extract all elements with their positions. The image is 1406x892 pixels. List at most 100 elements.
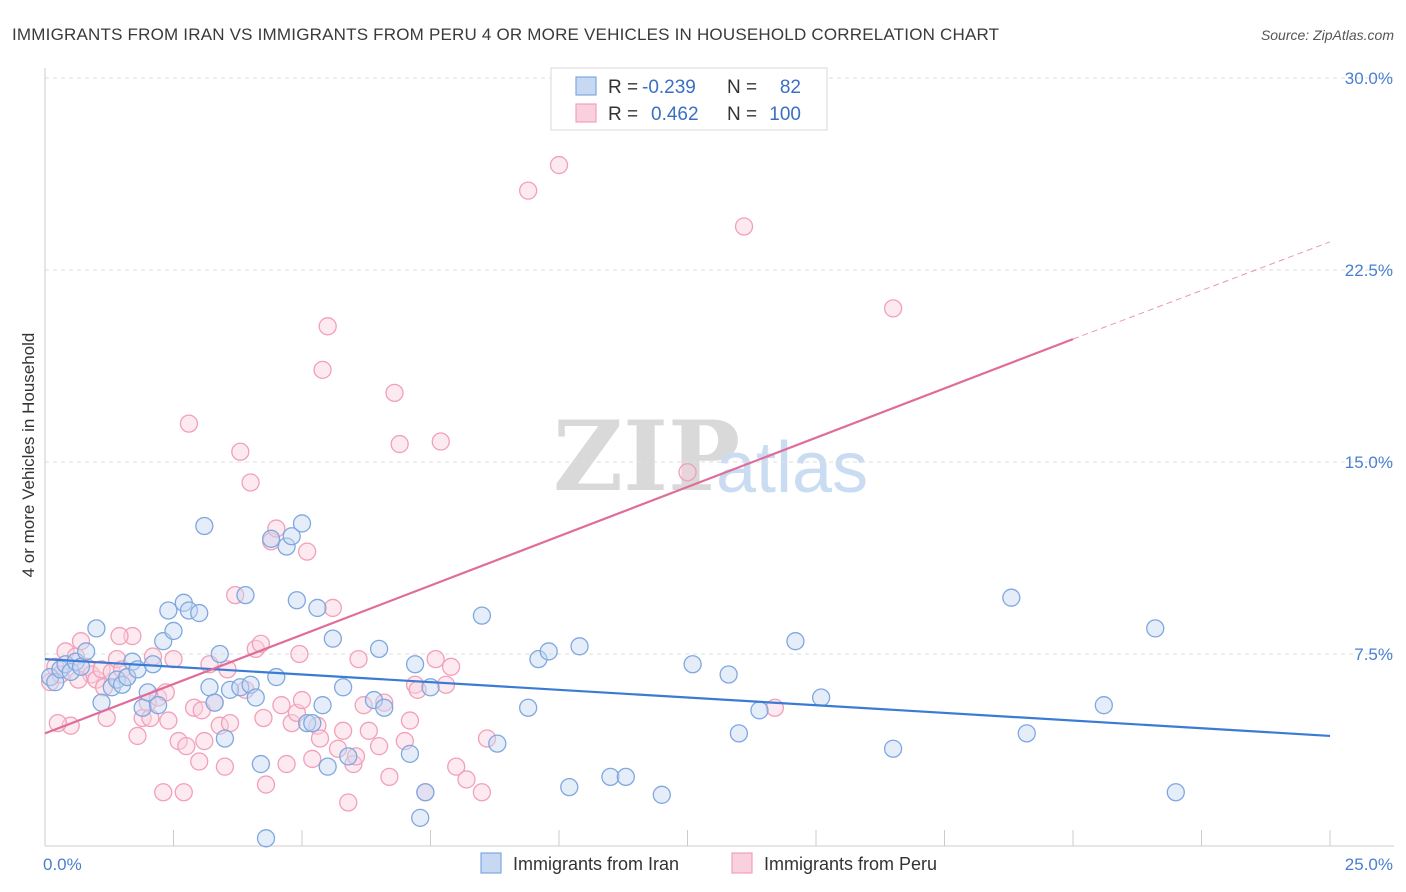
chart-source: Source: ZipAtlas.com xyxy=(1261,27,1394,43)
peru-point-36 xyxy=(226,585,245,605)
iran-point-27 xyxy=(200,678,219,697)
iran-point-78 xyxy=(1017,724,1036,743)
peru-point-98 xyxy=(346,747,366,766)
y-tick-label-2: 22.5% xyxy=(1345,261,1393,280)
peru-point-81 xyxy=(549,155,569,175)
peru-point-95 xyxy=(254,708,273,728)
iran-point-74 xyxy=(786,632,805,651)
peru-point-73 xyxy=(431,432,450,451)
iran-point-80 xyxy=(1146,619,1165,638)
peru-point-91 xyxy=(110,626,129,646)
iran-point-73 xyxy=(750,701,769,720)
peru-point-26 xyxy=(174,783,193,802)
iran-point-28 xyxy=(205,693,224,712)
legend-box xyxy=(550,67,828,131)
iran-point-21 xyxy=(159,601,178,620)
iran-point-51 xyxy=(339,747,358,766)
iran-point-55 xyxy=(400,744,420,763)
legend-iran-swatch xyxy=(575,76,597,96)
iran-point-69 xyxy=(652,785,671,804)
iran-point-49 xyxy=(323,629,342,648)
iran-trend-line xyxy=(44,658,1331,738)
legend-peru-n-label: N = xyxy=(727,104,757,125)
peru-point-66 xyxy=(385,383,404,403)
iran-point-26 xyxy=(195,516,214,536)
iran-point-60 xyxy=(472,606,492,625)
peru-point-74 xyxy=(436,675,456,694)
legend-peru-n-value: 100 xyxy=(769,104,801,125)
iran-point-25 xyxy=(190,603,209,623)
peru-point-42 xyxy=(256,775,276,794)
iran-point-29 xyxy=(210,644,229,664)
iran-point-67 xyxy=(601,767,620,787)
legend-bottom-peru-label: Immigrants from Peru xyxy=(764,854,937,874)
iran-point-16 xyxy=(133,698,152,717)
peru-point-93 xyxy=(177,737,196,756)
legend-iran-n-label: N = xyxy=(727,77,757,98)
legend-peru-swatch xyxy=(575,103,597,123)
iran-point-71 xyxy=(719,665,738,684)
peru-point-50 xyxy=(297,542,317,561)
iran-point-41 xyxy=(282,527,301,546)
legend-bottom-iran-label: Immigrants from Iran xyxy=(513,854,679,874)
x-tick-labels: 0.0% 25.0% xyxy=(43,855,1393,874)
iran-point-62 xyxy=(519,698,538,717)
iran-point-47 xyxy=(313,696,332,715)
iran-point-35 xyxy=(246,688,265,707)
iran-point-37 xyxy=(256,829,276,848)
iran-point-4 xyxy=(61,662,80,682)
peru-point-39 xyxy=(241,473,260,492)
peru-point-6 xyxy=(71,632,91,651)
chart-title: IMMIGRANTS FROM IRAN VS IMMIGRANTS FROM … xyxy=(12,25,999,44)
iran-point-53 xyxy=(369,639,389,659)
iran-point-50 xyxy=(333,678,353,697)
peru-point-69 xyxy=(400,711,420,730)
iran-point-22 xyxy=(164,621,183,641)
legend-iran-r-value: -0.239 xyxy=(642,77,696,98)
legend-peru-r-label: R = xyxy=(608,104,638,125)
peru-point-76 xyxy=(447,757,466,776)
peru-point-58 xyxy=(339,793,358,812)
peru-point-85 xyxy=(883,299,903,318)
iran-point-66 xyxy=(570,637,589,656)
iran-point-76 xyxy=(883,739,903,758)
series-legend: Immigrants from Iran Immigrants from Per… xyxy=(480,852,937,874)
peru-point-60 xyxy=(349,649,368,669)
peru-point-16 xyxy=(123,626,142,646)
peru-point-49 xyxy=(292,690,312,710)
legend-bottom-iran-swatch xyxy=(480,852,502,874)
peru-point-83 xyxy=(734,217,754,236)
iran-point-81 xyxy=(1166,783,1185,802)
iran-point-64 xyxy=(539,642,558,661)
peru-point-82 xyxy=(678,463,697,482)
peru-point-57 xyxy=(333,721,353,740)
iran-point-42 xyxy=(287,591,307,610)
iran-point-48 xyxy=(318,757,337,776)
peru-point-9 xyxy=(87,670,106,689)
iran-point-79 xyxy=(1094,696,1113,715)
peru-point-97 xyxy=(310,729,330,748)
peru-point-61 xyxy=(354,696,373,715)
y-tick-labels: 7.5% 15.0% 22.5% 30.0% xyxy=(1345,69,1393,664)
peru-point-34 xyxy=(215,757,235,776)
peru-point-63 xyxy=(369,737,389,756)
peru-point-47 xyxy=(282,713,301,733)
iran-point-68 xyxy=(616,767,635,787)
x-tick-label-0: 0.0% xyxy=(43,855,82,874)
peru-point-79 xyxy=(477,729,497,748)
iran-point-19 xyxy=(148,696,168,715)
peru-point-77 xyxy=(457,770,476,789)
peru-point-23 xyxy=(159,711,178,730)
iran-point-61 xyxy=(488,734,507,753)
y-axis-label: 4 or more Vehicles in Household xyxy=(19,333,38,578)
iran-point-8 xyxy=(87,619,106,638)
legend-iran-r-label: R = xyxy=(608,77,638,98)
peru-point-37 xyxy=(231,442,250,461)
y-tick-label-3: 30.0% xyxy=(1345,69,1393,88)
peru-point-53 xyxy=(313,360,332,379)
iran-point-72 xyxy=(729,724,749,743)
iran-point-75 xyxy=(811,688,831,707)
iran-point-56 xyxy=(405,655,425,674)
peru-point-45 xyxy=(272,696,291,715)
grid-lines xyxy=(45,77,1394,655)
